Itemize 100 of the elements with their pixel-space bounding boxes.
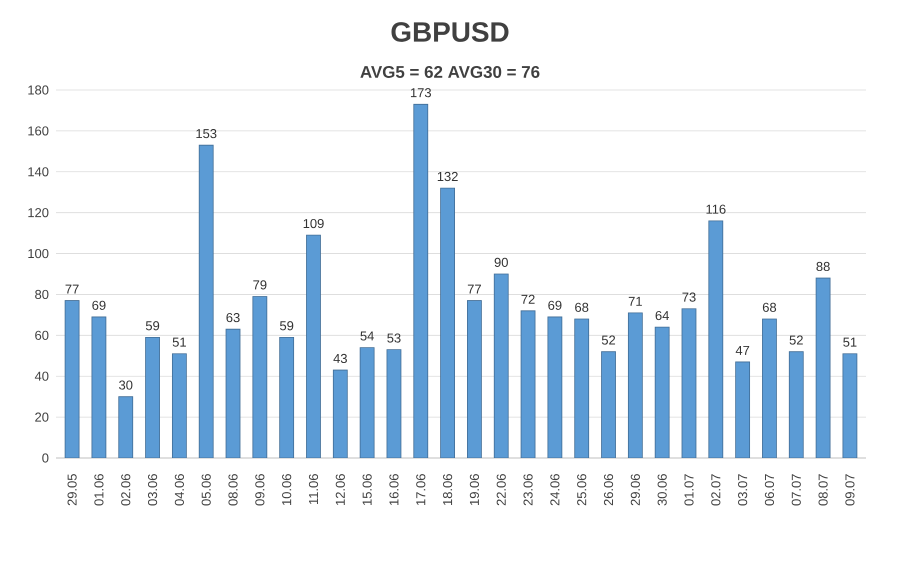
bar (574, 318, 590, 458)
x-tick-label: 29.06 (630, 474, 640, 506)
x-tick-label: 06.07 (764, 474, 774, 506)
bar (735, 362, 750, 458)
y-tick-label: 140 (28, 167, 48, 176)
x-tick-label: 26.06 (604, 474, 614, 506)
bar (172, 353, 187, 458)
x-tick-label: 07.07 (792, 474, 801, 506)
data-label: 69 (92, 300, 106, 310)
data-label: 73 (682, 292, 696, 302)
x-tick-label: 02.07 (711, 474, 720, 506)
bar (386, 349, 402, 458)
data-label: 68 (575, 302, 588, 312)
data-label: 54 (360, 332, 374, 341)
bar (440, 188, 455, 458)
data-label: 64 (656, 310, 669, 320)
bar (306, 234, 321, 458)
x-tick-label: 17.06 (416, 474, 426, 505)
data-label: 59 (280, 321, 294, 330)
bar (332, 370, 348, 458)
x-tick-label: 30.06 (658, 474, 667, 506)
bar (601, 351, 616, 458)
data-label: 68 (762, 302, 776, 312)
data-label: 90 (494, 258, 508, 267)
x-tick-label: 01.07 (684, 474, 694, 506)
data-label: 72 (522, 294, 535, 304)
x-tick-label: 11.06 (308, 474, 318, 504)
bar (467, 300, 482, 458)
bar (788, 351, 804, 458)
x-tick-label: 03.07 (738, 474, 748, 506)
data-label: 52 (790, 335, 803, 345)
x-tick-label: 01.06 (94, 474, 104, 506)
x-tick-label: 10.06 (282, 474, 292, 505)
data-label: 77 (468, 284, 481, 294)
x-tick-label: 08.06 (228, 474, 238, 506)
bar (708, 220, 724, 458)
x-tick-label: 16.06 (389, 474, 399, 505)
bar (682, 308, 696, 458)
x-tick-label: 29.05 (68, 474, 77, 506)
bar (252, 296, 268, 458)
bar (654, 326, 670, 458)
bar (360, 347, 375, 458)
x-tick-label: 22.06 (496, 474, 506, 506)
bar (520, 310, 536, 458)
y-tick-label: 60 (35, 330, 48, 340)
y-tick-label: 100 (28, 248, 48, 258)
x-tick-label: 05.06 (202, 474, 211, 506)
bar (145, 336, 160, 458)
y-tick-label: 40 (34, 372, 48, 381)
bar (816, 278, 830, 458)
chart-title: GBPUSD (391, 22, 508, 42)
data-label: 30 (119, 380, 132, 390)
bar (92, 316, 106, 458)
y-tick-label: 160 (28, 126, 48, 136)
data-label: 63 (226, 313, 240, 322)
data-label: 132 (438, 172, 458, 182)
data-label: 52 (602, 335, 616, 345)
x-tick-label: 19.06 (470, 474, 479, 505)
chart-subtitle: AVG5 = 62 AVG30 = 76 (360, 66, 540, 78)
bar (279, 336, 294, 458)
data-label: 59 (146, 321, 160, 330)
bar (628, 312, 643, 458)
y-tick-label: 120 (28, 208, 48, 218)
data-label: 53 (387, 333, 401, 343)
y-tick-label: 20 (35, 412, 48, 422)
bar (64, 300, 80, 458)
y-tick-label: 180 (28, 85, 48, 95)
bar (842, 353, 858, 458)
x-tick-label: 08.07 (818, 474, 828, 506)
x-tick-label: 09.07 (845, 474, 854, 506)
bar (226, 328, 240, 458)
bar (494, 274, 509, 458)
y-tick-label: 0 (42, 453, 48, 463)
bar (198, 144, 214, 458)
data-label: 43 (333, 354, 347, 364)
x-tick-label: 03.06 (148, 474, 158, 506)
x-tick-label: 23.06 (523, 474, 533, 506)
x-tick-label: 09.06 (255, 474, 264, 506)
data-label: 71 (628, 296, 642, 306)
data-label: 153 (196, 129, 216, 138)
bar (413, 104, 428, 458)
data-label: 88 (816, 262, 830, 272)
data-label: 47 (736, 346, 750, 355)
data-label: 51 (172, 338, 186, 347)
x-tick-label: 12.06 (336, 474, 345, 505)
y-tick-label: 80 (35, 290, 48, 300)
data-label: 116 (706, 204, 726, 214)
bar (547, 316, 562, 458)
data-label: 109 (304, 218, 324, 228)
x-tick-label: 24.06 (550, 474, 560, 506)
data-label: 51 (843, 338, 856, 347)
data-label: 79 (253, 280, 266, 290)
x-tick-label: 25.06 (577, 474, 586, 506)
x-tick-label: 15.06 (362, 474, 372, 505)
x-tick-label: 18.06 (443, 474, 452, 505)
data-label: 69 (548, 300, 562, 310)
bar (118, 396, 134, 458)
data-label: 77 (66, 284, 79, 294)
x-tick-label: 02.06 (121, 474, 130, 506)
data-label: 173 (410, 88, 431, 98)
